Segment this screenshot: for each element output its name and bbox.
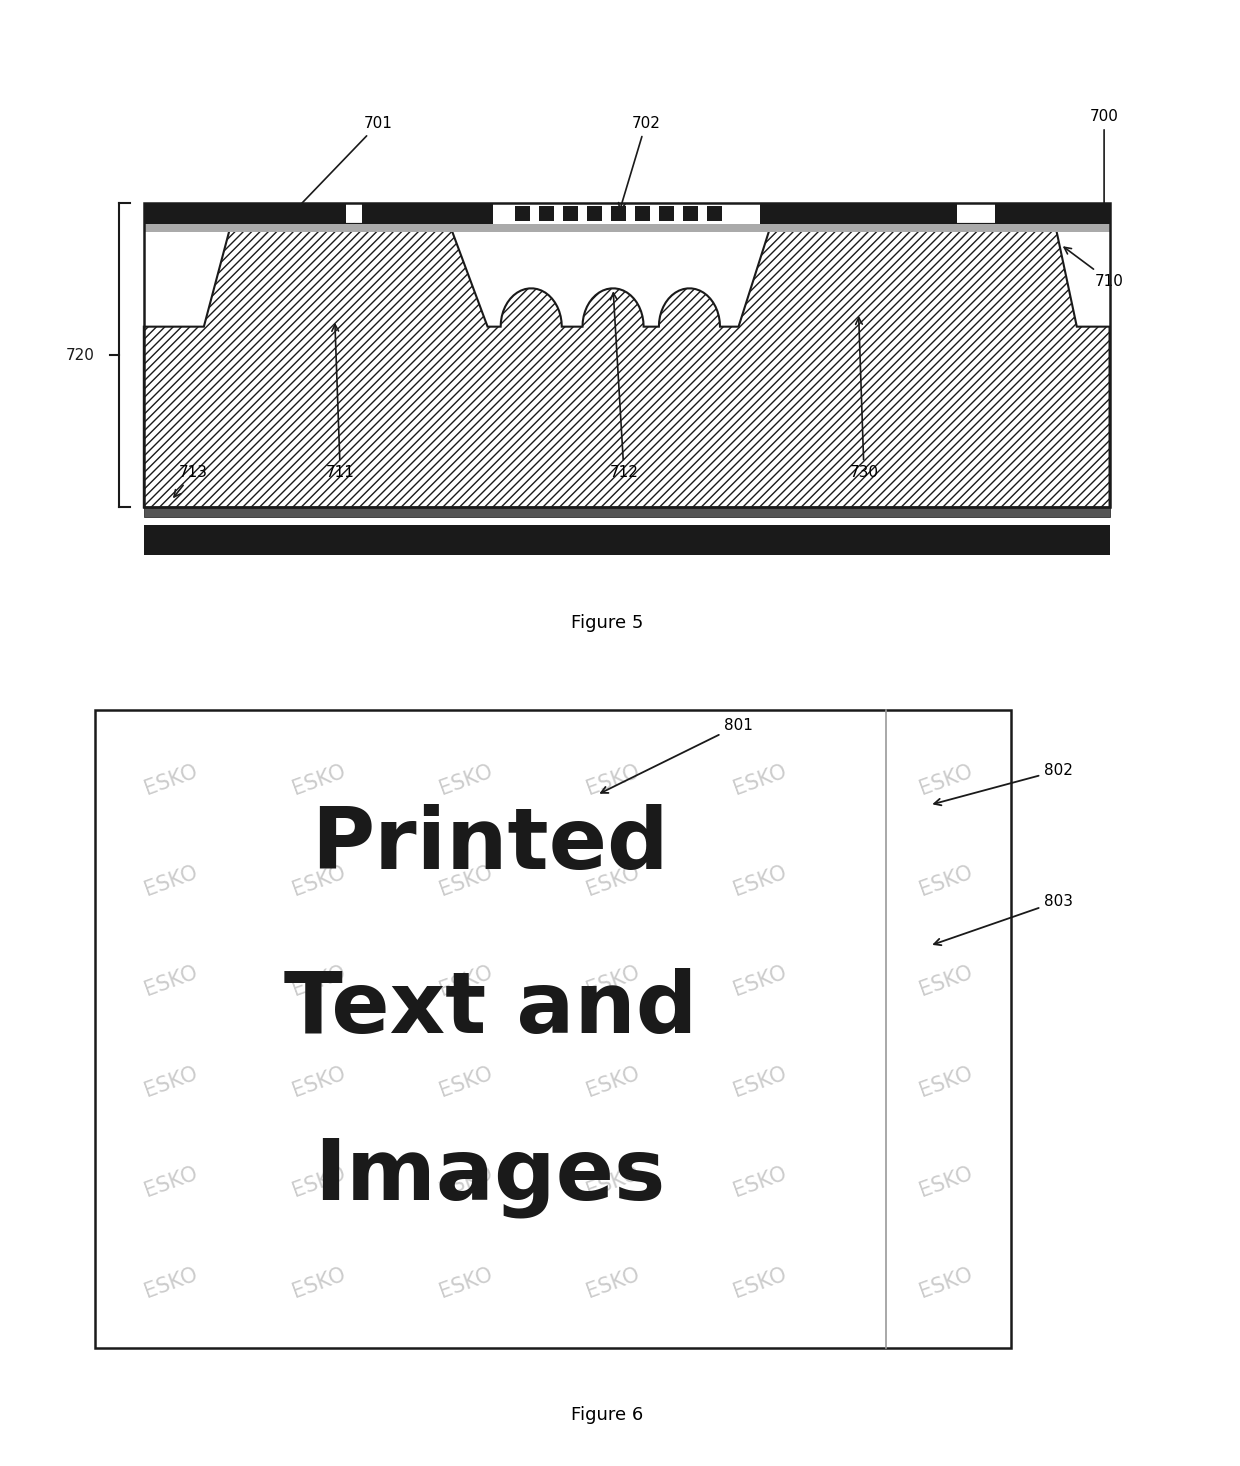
Bar [707, 207, 722, 221]
Bar [144, 204, 1110, 507]
Text: 730: 730 [849, 318, 878, 481]
Text: ESKO: ESKO [732, 1264, 790, 1302]
Text: ESKO: ESKO [289, 1163, 347, 1201]
Text: ESKO: ESKO [584, 1063, 642, 1101]
Text: ESKO: ESKO [916, 1264, 975, 1302]
Bar [611, 207, 626, 221]
Text: 702: 702 [619, 116, 660, 210]
Text: ESKO: ESKO [584, 962, 642, 1000]
Text: 700: 700 [1090, 110, 1118, 213]
Text: ESKO: ESKO [289, 1063, 347, 1101]
Text: ESKO: ESKO [141, 1264, 201, 1302]
Text: 712: 712 [610, 293, 639, 481]
Bar [658, 207, 675, 221]
Text: ESKO: ESKO [732, 862, 790, 899]
Text: Figure 5: Figure 5 [572, 614, 644, 632]
Text: ESKO: ESKO [289, 862, 347, 899]
Text: ESKO: ESKO [289, 1264, 347, 1302]
Text: ESKO: ESKO [141, 862, 201, 899]
Text: ESKO: ESKO [732, 1063, 790, 1101]
Text: ESKO: ESKO [916, 962, 975, 1000]
Text: ESKO: ESKO [916, 862, 975, 899]
Text: Printed: Printed [311, 803, 670, 887]
Text: 802: 802 [934, 762, 1073, 805]
Bar [144, 224, 1110, 232]
Bar [144, 507, 1110, 517]
Bar [94, 710, 1012, 1347]
Text: 803: 803 [934, 894, 1073, 946]
Text: ESKO: ESKO [584, 1264, 642, 1302]
Bar [587, 207, 603, 221]
Text: ESKO: ESKO [436, 761, 495, 799]
Bar [362, 204, 494, 224]
Text: ESKO: ESKO [436, 862, 495, 899]
Bar [760, 204, 957, 224]
Text: ESKO: ESKO [584, 1163, 642, 1201]
Text: ESKO: ESKO [436, 962, 495, 1000]
Bar [683, 207, 698, 221]
Text: 711: 711 [326, 324, 355, 481]
Text: ESKO: ESKO [732, 761, 790, 799]
Text: ESKO: ESKO [916, 1063, 975, 1101]
Text: 701: 701 [294, 116, 393, 211]
Bar [563, 207, 578, 221]
Text: ESKO: ESKO [141, 1163, 201, 1201]
Text: 801: 801 [601, 718, 753, 793]
Text: ESKO: ESKO [141, 1063, 201, 1101]
Bar [994, 204, 1110, 224]
Bar [144, 525, 1110, 556]
Text: ESKO: ESKO [732, 962, 790, 1000]
Text: 710: 710 [1064, 248, 1123, 289]
Text: ESKO: ESKO [584, 761, 642, 799]
Bar [144, 204, 346, 224]
Text: ESKO: ESKO [141, 962, 201, 1000]
Text: Images: Images [315, 1136, 666, 1218]
Bar [144, 517, 1110, 525]
Text: ESKO: ESKO [436, 1264, 495, 1302]
Text: ESKO: ESKO [436, 1163, 495, 1201]
Bar [515, 207, 531, 221]
Polygon shape [144, 224, 1110, 507]
Text: ESKO: ESKO [289, 761, 347, 799]
Text: ESKO: ESKO [916, 1163, 975, 1201]
Text: ESKO: ESKO [436, 1063, 495, 1101]
Text: 720: 720 [66, 347, 94, 364]
Bar [539, 207, 554, 221]
Text: ESKO: ESKO [141, 761, 201, 799]
Bar [635, 207, 650, 221]
Text: ESKO: ESKO [732, 1163, 790, 1201]
Text: ESKO: ESKO [584, 862, 642, 899]
Text: 713: 713 [174, 465, 207, 497]
Text: Figure 6: Figure 6 [572, 1406, 644, 1423]
Text: Text and: Text and [284, 968, 697, 1051]
Text: ESKO: ESKO [289, 962, 347, 1000]
Text: ESKO: ESKO [916, 761, 975, 799]
